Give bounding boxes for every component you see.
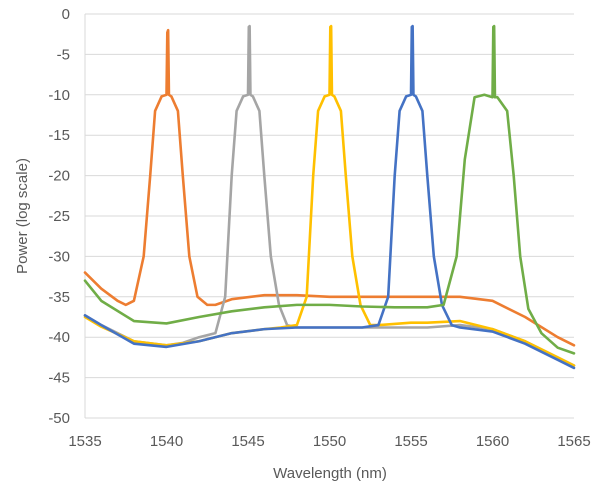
y-tick-label: -25	[48, 208, 70, 225]
x-tick-label: 1545	[231, 433, 264, 450]
y-tick-label: -5	[57, 46, 70, 63]
x-tick-label: 1535	[68, 433, 101, 450]
x-axis-tick-labels: 1535 1540 1545 1550 1555 1560 1565	[68, 433, 590, 450]
y-tick-label: 0	[62, 6, 70, 23]
x-tick-label: 1550	[313, 433, 346, 450]
y-tick-label: -35	[48, 289, 70, 306]
series-line-3	[83, 24, 576, 370]
x-tick-label: 1560	[476, 433, 509, 450]
y-axis-tick-labels: 0 -5 -10 -15 -20 -25 -30 -35 -40 -45 -50	[48, 6, 70, 427]
x-tick-label: 1555	[394, 433, 427, 450]
x-axis-title: Wavelength (nm)	[273, 465, 387, 482]
y-tick-label: -40	[48, 329, 70, 346]
series-line-0	[83, 28, 576, 347]
y-tick-label: -20	[48, 168, 70, 185]
plot-series	[83, 24, 576, 370]
y-tick-label: -50	[48, 410, 70, 427]
series-line-1	[83, 24, 576, 367]
series-line-4	[83, 24, 576, 355]
y-tick-label: -45	[48, 370, 70, 387]
y-axis-title: Power (log scale)	[14, 158, 31, 274]
y-tick-label: -30	[48, 248, 70, 265]
y-tick-label: -10	[48, 87, 70, 104]
x-tick-label: 1540	[150, 433, 183, 450]
series-line-2	[83, 24, 576, 367]
x-tick-label: 1565	[557, 433, 590, 450]
y-tick-label: -15	[48, 127, 70, 144]
